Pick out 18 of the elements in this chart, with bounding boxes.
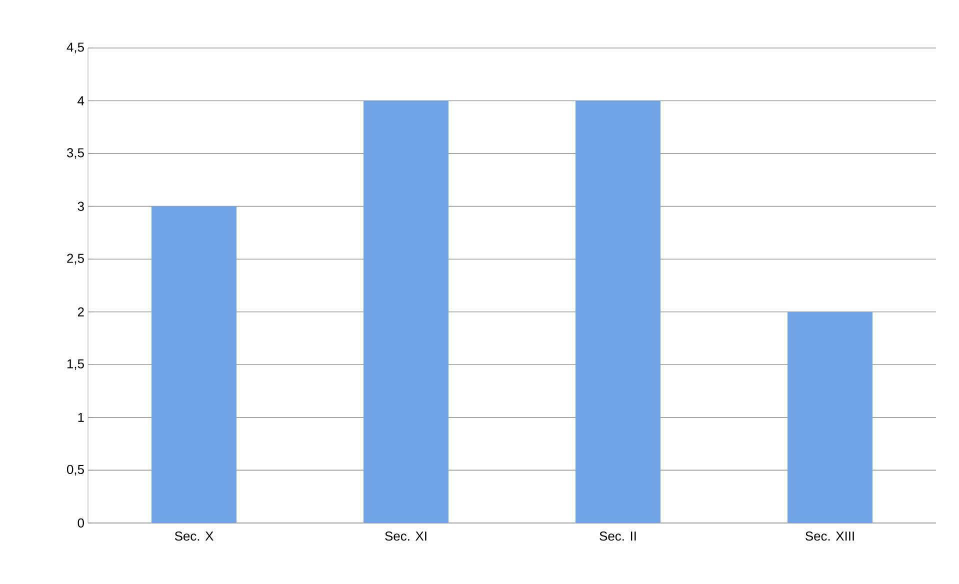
x-tick-label: Sec. X: [174, 532, 214, 541]
y-tick-label: 0,5: [66, 464, 84, 476]
bar: [576, 100, 661, 523]
y-tick-label: 0: [78, 518, 84, 528]
x-tick-label: Sec. XIII: [806, 532, 854, 541]
x-tick-label: Sec. XI: [385, 532, 426, 541]
y-tick-label: 3,5: [66, 148, 84, 159]
bar: [152, 206, 237, 523]
y-tick-label: 2: [78, 307, 84, 316]
y-tick-label: 1: [78, 412, 84, 422]
y-tick-label: 1,5: [67, 359, 84, 370]
y-tick-label: 2,5: [67, 254, 84, 264]
x-tick-label: Sec. II: [600, 532, 636, 541]
y-tick-label: 4,5: [66, 42, 84, 54]
y-tick-label: 3: [78, 202, 84, 211]
bar: [364, 100, 449, 523]
bar: [788, 312, 873, 523]
y-tick-label: 4: [78, 96, 84, 106]
